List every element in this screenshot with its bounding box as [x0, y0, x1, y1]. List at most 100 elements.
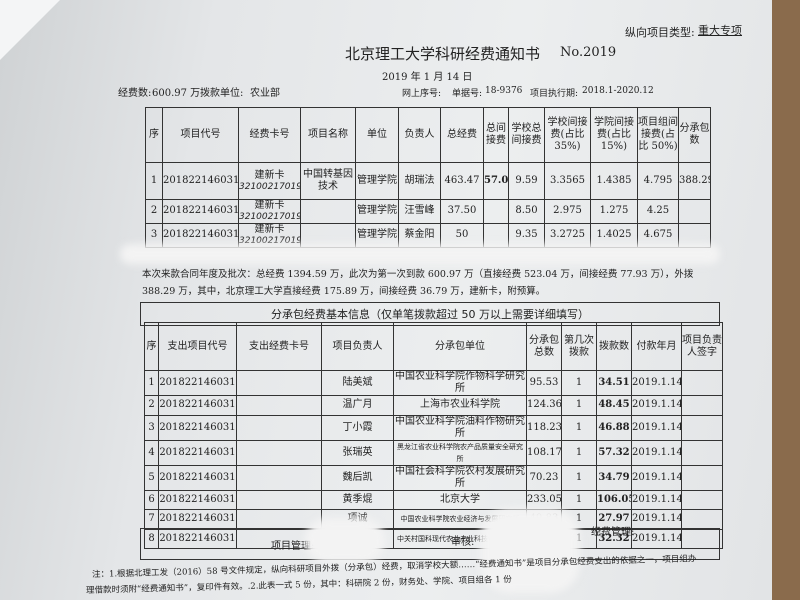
execution-period: 2018.1-2020.12 — [582, 86, 654, 96]
column-header: 支出项目代号 — [167, 340, 228, 352]
payer-label: 拨款单位: — [200, 88, 244, 99]
cell-value: 蔡金阳 — [404, 229, 435, 241]
handwritten-card-number: 3210021701902 — [239, 212, 300, 222]
cell-value: 201822146031 — [159, 513, 236, 525]
table-cell: 201822146031 — [158, 439, 237, 466]
cell-value: 6 — [148, 493, 155, 505]
cell-value: 34.51 — [598, 377, 630, 388]
table-row: 2 201822146031 温广月 上海市农业科学院 124.36 1 48.45 2019… — [144, 395, 723, 416]
header-cell: 支出经费卡号 — [236, 322, 322, 371]
cell-value: 2019.1.14 — [632, 532, 682, 544]
cell-value: 4.25 — [646, 205, 670, 217]
table-cell: 温广月 — [321, 395, 394, 416]
cell-value: 管理学院 — [357, 175, 397, 186]
table-cell: 463.47 — [440, 162, 484, 200]
table-cell: 黑龙江省农业科学院农产品质量安全研究所 — [393, 439, 527, 466]
table-cell — [681, 464, 723, 491]
header-cell: 第几次拨款 — [561, 322, 597, 371]
cell-value: 1 — [575, 421, 583, 433]
paper-corner — [0, 0, 60, 60]
table-cell — [236, 414, 322, 441]
cell-value: 中国转基因技术 — [303, 169, 353, 192]
header-cell: 总间接费 — [483, 107, 509, 163]
table-cell — [236, 395, 322, 416]
table-cell: 108.17 — [526, 439, 562, 466]
table-cell: 1 — [145, 162, 163, 200]
table-cell: 建新卡3210021701903 — [238, 222, 301, 248]
cell-value: 106.05 — [597, 493, 632, 505]
cell-value: 1.4025 — [596, 229, 632, 241]
table-cell — [681, 489, 723, 510]
table-cell: 95.53 — [526, 370, 562, 396]
table-cell: 1 — [561, 439, 597, 466]
table-cell: 201822146031 — [158, 464, 237, 491]
table-cell — [678, 199, 711, 224]
cell-value: 3 — [150, 229, 158, 241]
column-header: 分承包单位 — [435, 340, 485, 352]
column-header: 总间接费 — [486, 123, 506, 146]
cell-value: 2019.1.14 — [632, 493, 682, 505]
cell-value: 中国农业科学院作物科学研究所 — [395, 371, 525, 395]
table-row: 3 201822146031 丁小霞 中国农业科学院油料作物研究所 118.23 1 46.… — [144, 414, 723, 441]
cell-value: 管理学院 — [357, 229, 397, 241]
table-cell: 陆美斌 — [321, 370, 394, 396]
subcontract-table: 序支出项目代号 支出经费卡号 项目负责人 分承包单位 分承包总数 第几次拨款 拨款数 付款年月… — [144, 322, 723, 549]
table-cell: 3 — [144, 414, 159, 441]
cell-value: 1 — [575, 493, 583, 505]
table-cell — [236, 439, 322, 466]
cell-value: 1 — [148, 377, 155, 388]
sign-review-label: 审核: — [451, 537, 475, 548]
cell-value: 201822146031 — [163, 229, 239, 241]
cell-value: 201822146031 — [159, 399, 236, 411]
cell-value: 201822146031 — [163, 175, 239, 186]
table-cell — [236, 370, 322, 396]
cell-value: 201822146031 — [159, 493, 236, 505]
table-cell: 中国农业科学院作物科学研究所 — [393, 370, 527, 396]
cell-value: 388.29 — [679, 175, 711, 186]
cell-value: 201822146031 — [159, 377, 236, 388]
table-cell: 50 — [440, 222, 484, 248]
table-cell: 1 — [144, 370, 159, 396]
table-cell: 201822146031 — [158, 370, 237, 396]
cell-value: 9.35 — [515, 229, 538, 241]
table-cell — [236, 464, 322, 491]
table-cell: 201822146031 — [162, 162, 239, 200]
table-cell: 48.45 — [596, 395, 632, 416]
cell-value: 3 — [148, 421, 155, 433]
cell-value: 2019.1.14 — [632, 421, 682, 433]
header-cell: 学院间接费(占比 15%) — [590, 107, 638, 163]
table-cell: 1 — [561, 395, 597, 416]
sign-finance-label: 经费管理: — [591, 527, 635, 538]
cell-value: 27.97 — [598, 513, 630, 525]
cell-value: 1 — [575, 446, 583, 458]
cell-value: 37.50 — [447, 205, 477, 217]
cell-value: 1 — [575, 513, 583, 525]
table-cell: 丁小霞 — [321, 414, 394, 441]
cell-value: 陆美斌 — [342, 377, 373, 388]
cell-value: 2019.1.14 — [632, 513, 682, 525]
column-header: 分承包总数 — [529, 334, 559, 358]
cell-value: 1 — [150, 175, 158, 186]
card-type: 建新卡 — [254, 223, 285, 235]
cell-value: 5 — [148, 471, 155, 483]
funding-note: 本次来款合同年度及批次：总经费 1394.59 万，此次为第一次到款 600.9… — [142, 269, 694, 297]
redacted-signature — [480, 508, 580, 593]
column-header: 经费卡号 — [249, 129, 290, 140]
table-row: 7201822146031项诚中国农业科学院农业经济与发展研究所49.83127… — [144, 509, 723, 530]
cell-value: 3.3565 — [550, 175, 585, 186]
table-cell: 57.32 — [596, 439, 632, 466]
column-header: 付款年月 — [636, 340, 677, 352]
table-cell: 106.05 — [596, 489, 632, 510]
cell-value: 57.32 — [598, 446, 630, 458]
table-cell: 46.88 — [596, 414, 632, 441]
table-cell: 中国转基因技术 — [300, 162, 356, 200]
table-row: 6 201822146031 黄季焜 北京大学 233.05 1 106.05 2019.1.… — [144, 489, 723, 510]
cell-value: 张瑞英 — [342, 446, 373, 458]
amount: 600.97 万 — [152, 88, 201, 99]
card-type: 建新卡 — [254, 169, 285, 181]
document-date: 2019 年 1 月 14 日 — [382, 72, 473, 83]
cell-value: 34.79 — [598, 471, 630, 483]
cell-value: 2019.1.14 — [632, 377, 682, 388]
cell-value: 胡瑞法 — [404, 175, 435, 186]
table-cell: 上海市农业科学院 — [393, 395, 527, 416]
